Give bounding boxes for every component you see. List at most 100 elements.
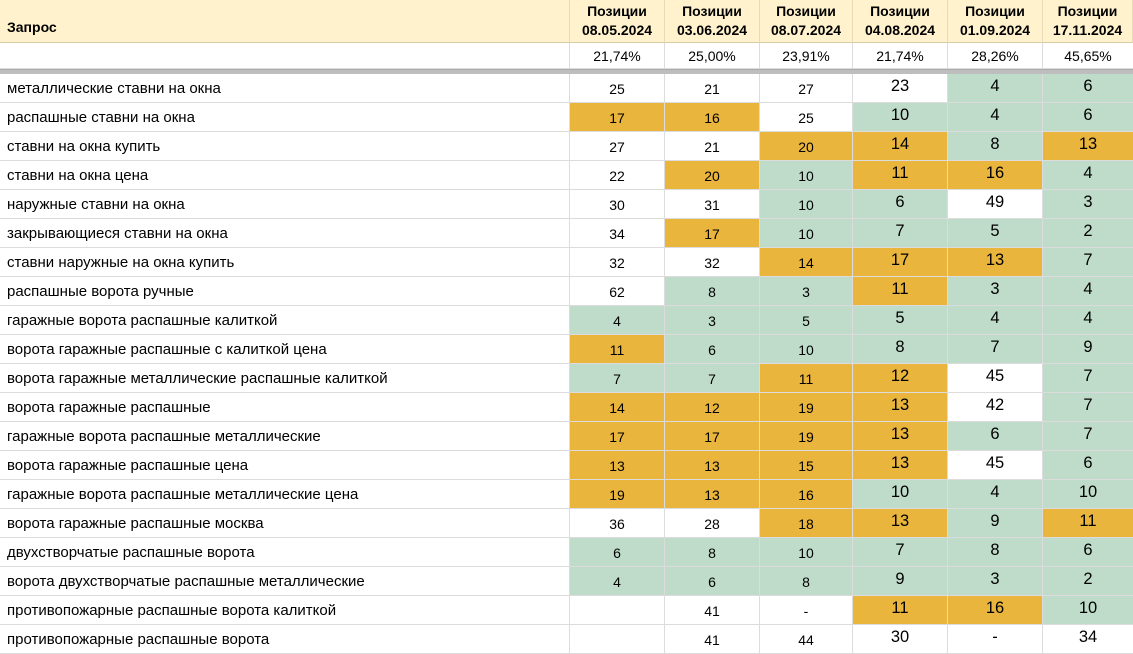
position-cell[interactable]: 9 bbox=[853, 567, 948, 596]
position-cell[interactable]: 7 bbox=[1043, 248, 1133, 277]
position-cell[interactable]: 7 bbox=[1043, 364, 1133, 393]
position-cell[interactable]: 6 bbox=[1043, 538, 1133, 567]
percent-cell-6[interactable]: 45,65% bbox=[1043, 43, 1133, 69]
position-cell[interactable]: 45 bbox=[948, 451, 1043, 480]
position-cell[interactable]: 17 bbox=[570, 103, 665, 132]
query-cell[interactable]: ворота гаражные распашные москва bbox=[0, 509, 570, 538]
position-cell[interactable]: 4 bbox=[1043, 161, 1133, 190]
position-cell[interactable]: 25 bbox=[570, 74, 665, 103]
position-cell[interactable]: 4 bbox=[948, 74, 1043, 103]
position-cell[interactable]: - bbox=[948, 625, 1043, 654]
percent-cell-4[interactable]: 21,74% bbox=[853, 43, 948, 69]
position-cell[interactable]: 49 bbox=[948, 190, 1043, 219]
position-cell[interactable]: 13 bbox=[948, 248, 1043, 277]
position-cell[interactable]: 16 bbox=[665, 103, 760, 132]
position-cell[interactable]: 23 bbox=[853, 74, 948, 103]
position-cell[interactable]: 32 bbox=[570, 248, 665, 277]
position-cell[interactable]: 11 bbox=[853, 277, 948, 306]
position-cell[interactable]: 11 bbox=[760, 364, 853, 393]
position-cell[interactable]: 10 bbox=[1043, 596, 1133, 625]
position-cell[interactable]: 28 bbox=[665, 509, 760, 538]
position-cell[interactable]: 11 bbox=[1043, 509, 1133, 538]
query-cell[interactable]: распашные ставни на окна bbox=[0, 103, 570, 132]
position-cell[interactable]: 18 bbox=[760, 509, 853, 538]
position-cell[interactable]: 8 bbox=[760, 567, 853, 596]
position-cell[interactable]: 7 bbox=[853, 219, 948, 248]
position-cell[interactable]: 19 bbox=[570, 480, 665, 509]
position-cell[interactable]: 6 bbox=[1043, 103, 1133, 132]
query-cell[interactable]: ставни наружные на окна купить bbox=[0, 248, 570, 277]
position-cell[interactable]: 8 bbox=[948, 538, 1043, 567]
position-cell[interactable]: 2 bbox=[1043, 567, 1133, 596]
position-cell[interactable]: 3 bbox=[1043, 190, 1133, 219]
position-cell[interactable]: 9 bbox=[948, 509, 1043, 538]
query-cell[interactable]: закрывающиеся ставни на окна bbox=[0, 219, 570, 248]
percent-cell-3[interactable]: 23,91% bbox=[760, 43, 853, 69]
position-cell[interactable]: 10 bbox=[760, 335, 853, 364]
percent-cell-5[interactable]: 28,26% bbox=[948, 43, 1043, 69]
position-cell[interactable]: 19 bbox=[760, 393, 853, 422]
position-cell[interactable]: 10 bbox=[853, 103, 948, 132]
position-cell[interactable]: 22 bbox=[570, 161, 665, 190]
position-cell[interactable]: 20 bbox=[760, 132, 853, 161]
position-cell[interactable]: 4 bbox=[1043, 306, 1133, 335]
position-cell[interactable]: 11 bbox=[853, 596, 948, 625]
position-cell[interactable]: 20 bbox=[665, 161, 760, 190]
position-cell[interactable]: 3 bbox=[665, 306, 760, 335]
position-cell[interactable]: 13 bbox=[853, 451, 948, 480]
position-cell[interactable]: 6 bbox=[1043, 451, 1133, 480]
position-cell[interactable]: 30 bbox=[570, 190, 665, 219]
position-cell[interactable]: 10 bbox=[853, 480, 948, 509]
position-cell[interactable]: 4 bbox=[1043, 277, 1133, 306]
position-cell[interactable]: 14 bbox=[570, 393, 665, 422]
position-cell[interactable] bbox=[570, 625, 665, 654]
query-cell[interactable]: ворота гаражные распашные с калиткой цен… bbox=[0, 335, 570, 364]
query-cell[interactable]: ставни на окна цена bbox=[0, 161, 570, 190]
position-cell[interactable]: 17 bbox=[665, 422, 760, 451]
position-cell[interactable]: 4 bbox=[948, 103, 1043, 132]
position-cell[interactable]: 9 bbox=[1043, 335, 1133, 364]
position-cell[interactable]: 15 bbox=[760, 451, 853, 480]
column-header-3[interactable]: Позиции 08.07.2024 bbox=[760, 0, 853, 43]
position-cell[interactable]: 25 bbox=[760, 103, 853, 132]
position-cell[interactable]: 13 bbox=[853, 422, 948, 451]
position-cell[interactable]: 5 bbox=[760, 306, 853, 335]
position-cell[interactable]: 45 bbox=[948, 364, 1043, 393]
percent-cell-1[interactable]: 21,74% bbox=[570, 43, 665, 69]
position-cell[interactable]: 27 bbox=[570, 132, 665, 161]
position-cell[interactable]: 13 bbox=[853, 509, 948, 538]
position-cell[interactable]: 41 bbox=[665, 596, 760, 625]
position-cell[interactable]: 41 bbox=[665, 625, 760, 654]
position-cell[interactable]: 3 bbox=[948, 567, 1043, 596]
position-cell[interactable]: 42 bbox=[948, 393, 1043, 422]
column-header-2[interactable]: Позиции 03.06.2024 bbox=[665, 0, 760, 43]
position-cell[interactable]: 13 bbox=[853, 393, 948, 422]
position-cell[interactable]: 30 bbox=[853, 625, 948, 654]
position-cell[interactable]: 21 bbox=[665, 74, 760, 103]
position-cell[interactable]: 12 bbox=[665, 393, 760, 422]
position-cell[interactable]: 6 bbox=[665, 567, 760, 596]
percent-row-empty-cell[interactable] bbox=[0, 43, 570, 69]
position-cell[interactable]: 27 bbox=[760, 74, 853, 103]
position-cell[interactable]: 4 bbox=[570, 567, 665, 596]
position-cell[interactable]: 7 bbox=[570, 364, 665, 393]
query-cell[interactable]: гаражные ворота распашные калиткой bbox=[0, 306, 570, 335]
position-cell[interactable]: - bbox=[760, 596, 853, 625]
position-cell[interactable]: 6 bbox=[853, 190, 948, 219]
query-cell[interactable]: двухстворчатые распашные ворота bbox=[0, 538, 570, 567]
query-cell[interactable]: ставни на окна купить bbox=[0, 132, 570, 161]
position-cell[interactable]: 4 bbox=[948, 480, 1043, 509]
position-cell[interactable]: 62 bbox=[570, 277, 665, 306]
column-header-5[interactable]: Позиции 01.09.2024 bbox=[948, 0, 1043, 43]
position-cell[interactable]: 8 bbox=[948, 132, 1043, 161]
position-cell[interactable]: 8 bbox=[665, 538, 760, 567]
query-cell[interactable]: противопожарные распашные ворота калитко… bbox=[0, 596, 570, 625]
position-cell[interactable]: 14 bbox=[760, 248, 853, 277]
position-cell[interactable]: 34 bbox=[570, 219, 665, 248]
position-cell[interactable]: 13 bbox=[1043, 132, 1133, 161]
position-cell[interactable]: 6 bbox=[1043, 74, 1133, 103]
column-header-6[interactable]: Позиции 17.11.2024 bbox=[1043, 0, 1133, 43]
position-cell[interactable]: 13 bbox=[570, 451, 665, 480]
query-column-header[interactable]: Запрос bbox=[0, 0, 570, 43]
position-cell[interactable]: 6 bbox=[570, 538, 665, 567]
